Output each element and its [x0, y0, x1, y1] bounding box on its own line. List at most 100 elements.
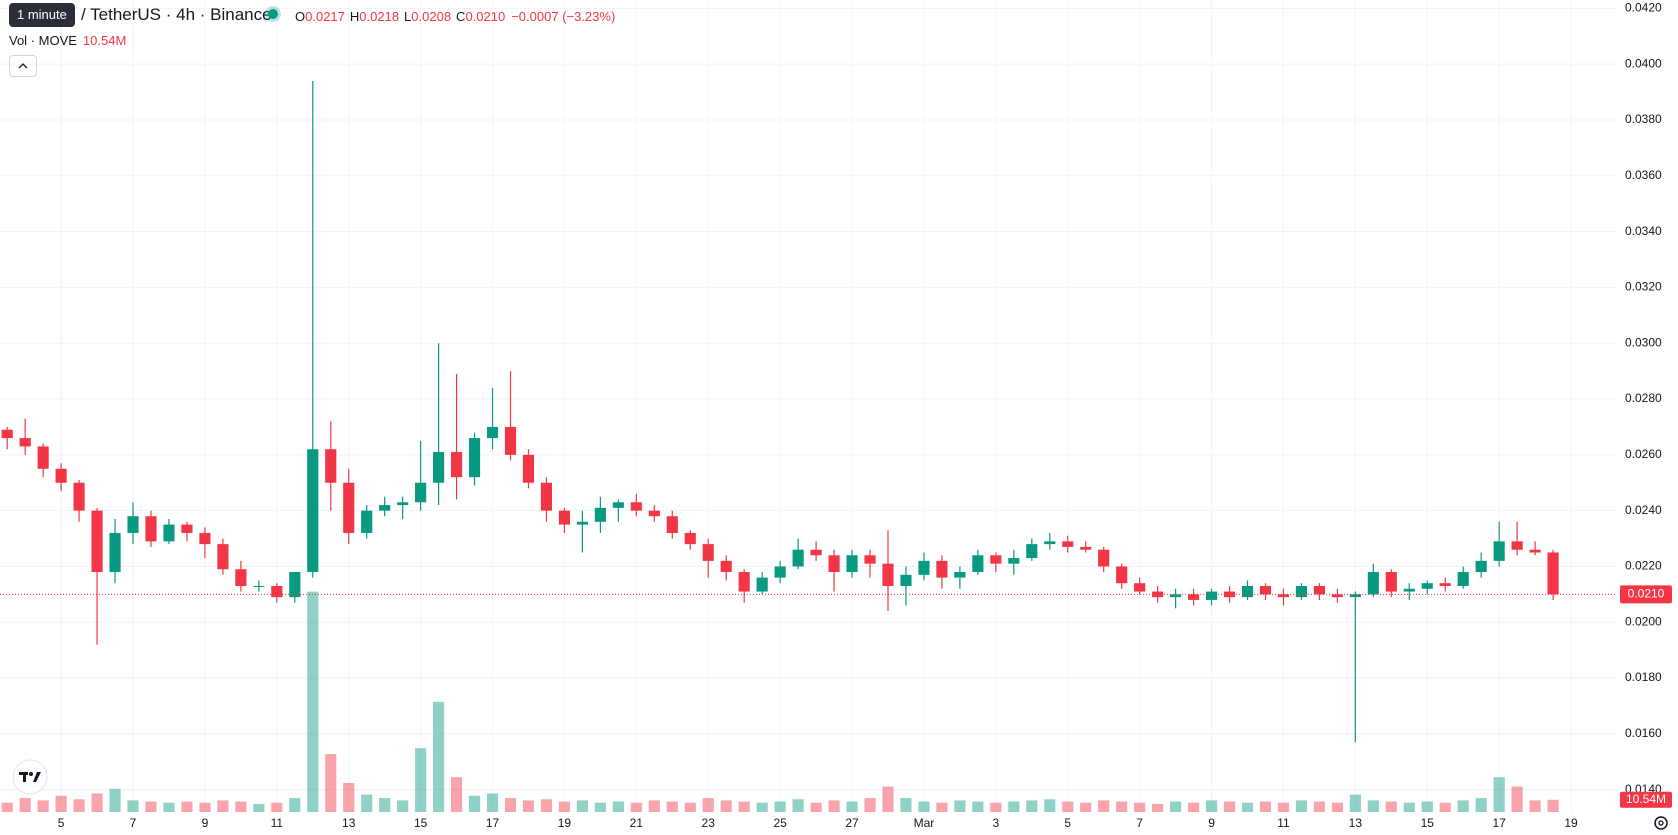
y-tick-label: 0.0240 [1625, 503, 1662, 517]
candle-body [504, 426, 517, 455]
candle-body [1349, 594, 1361, 598]
volume-bar [1170, 801, 1182, 812]
volume-bar [468, 795, 481, 812]
volume-bar [163, 802, 175, 812]
candle-body [864, 555, 876, 564]
candle-body [756, 577, 768, 592]
candle-body [1421, 583, 1433, 589]
candle-body [1493, 541, 1505, 561]
x-tick-label: 17 [1492, 816, 1506, 830]
volume-legend: Vol · MOVE 10.54M [9, 33, 126, 48]
x-tick-label: 5 [58, 816, 65, 830]
volume-bar [1062, 801, 1074, 812]
volume-bar [558, 801, 571, 812]
volume-bar [1044, 799, 1056, 812]
candle-body [1008, 558, 1020, 564]
x-tick-label: 7 [130, 816, 137, 830]
candle-body [379, 505, 391, 511]
candle-body [217, 544, 229, 570]
candle-body [181, 524, 193, 533]
candle-body [774, 566, 786, 578]
candle-body [145, 516, 157, 542]
x-tick-label: Mar [914, 816, 935, 830]
volume-value: 10.54M [82, 33, 127, 48]
candle-body [576, 521, 588, 525]
candle-body [343, 482, 355, 533]
volume-bar [954, 800, 966, 812]
candle-body [433, 452, 445, 483]
volume-bar [1295, 800, 1308, 812]
volume-bar [1116, 801, 1128, 812]
volume-bar [738, 801, 750, 812]
y-tick-label: 0.0160 [1625, 726, 1662, 740]
volume-bar [1385, 801, 1397, 812]
y-tick-label: 0.0320 [1625, 280, 1662, 294]
volume-bar [972, 801, 984, 812]
volume-bar [1098, 800, 1110, 812]
volume-bar [720, 800, 732, 812]
volume-bar [199, 802, 211, 812]
ohlc-key: H [349, 9, 360, 24]
volume-bar [271, 802, 283, 812]
candle-body [451, 452, 463, 478]
y-tick-label: 0.0340 [1625, 224, 1662, 238]
candle-body [199, 532, 211, 545]
y-tick-label: 0.0260 [1625, 447, 1662, 461]
candle-body [1026, 544, 1038, 559]
candle-body [1367, 572, 1379, 595]
volume-bar [522, 800, 535, 812]
volume-bar [1259, 801, 1272, 812]
y-tick-label: 0.0300 [1625, 335, 1662, 349]
volume-bar [1511, 786, 1523, 812]
candle-body [900, 574, 912, 586]
ohlc-value: 0.0218 [359, 9, 400, 24]
volume-bar [900, 798, 912, 812]
candle-body [666, 516, 678, 533]
candle-body [109, 532, 121, 573]
volume-bar [846, 801, 858, 812]
symbol-title[interactable]: / TetherUS · 4h · Binance [81, 5, 272, 24]
candle-body [1295, 585, 1308, 598]
volume-bar [990, 802, 1002, 812]
candle-body [1, 429, 13, 439]
ohlc-value: 0.0208 [411, 9, 452, 24]
volume-bar [864, 798, 876, 812]
candle-body [918, 560, 930, 575]
candle-body [1170, 594, 1182, 598]
volume-bar [1026, 800, 1038, 812]
volume-bar [792, 799, 804, 812]
volume-bar [379, 798, 391, 812]
volume-bar [1080, 802, 1092, 812]
candle-body [558, 510, 571, 525]
tooltip: 1 minute [9, 3, 75, 27]
candle-body [684, 532, 696, 545]
volume-bar [576, 800, 588, 812]
volume-bar [540, 799, 553, 812]
candle-body [1223, 591, 1236, 598]
collapse-button[interactable] [9, 55, 37, 77]
chevron [18, 63, 28, 69]
candle-body [73, 482, 85, 511]
volume-bar [127, 800, 139, 812]
volume-bar [109, 788, 121, 812]
candle-body [91, 510, 103, 573]
candle-body [522, 454, 535, 483]
volume-bar [1331, 802, 1343, 812]
x-tick-label: 13 [342, 816, 356, 830]
x-tick-label: 11 [1277, 816, 1290, 830]
settings-icon[interactable] [1654, 816, 1668, 830]
volume-bar [1475, 798, 1487, 812]
candle-body [846, 555, 858, 573]
volume-bar [307, 591, 319, 812]
volume-bar [756, 802, 768, 812]
volume-bar [55, 795, 67, 812]
candle-body [486, 426, 499, 439]
volume-bar [666, 801, 678, 812]
volume-bar [1529, 800, 1541, 812]
y-tick-label: 0.0220 [1625, 559, 1662, 573]
candle-body [1385, 572, 1397, 592]
candle-body [1529, 549, 1541, 553]
volume-bar [1313, 801, 1325, 812]
ohlc-legend: O0.0217 H0.0218 L0.0208 C0.0210 −0.0007 (−3.… [290, 9, 615, 24]
